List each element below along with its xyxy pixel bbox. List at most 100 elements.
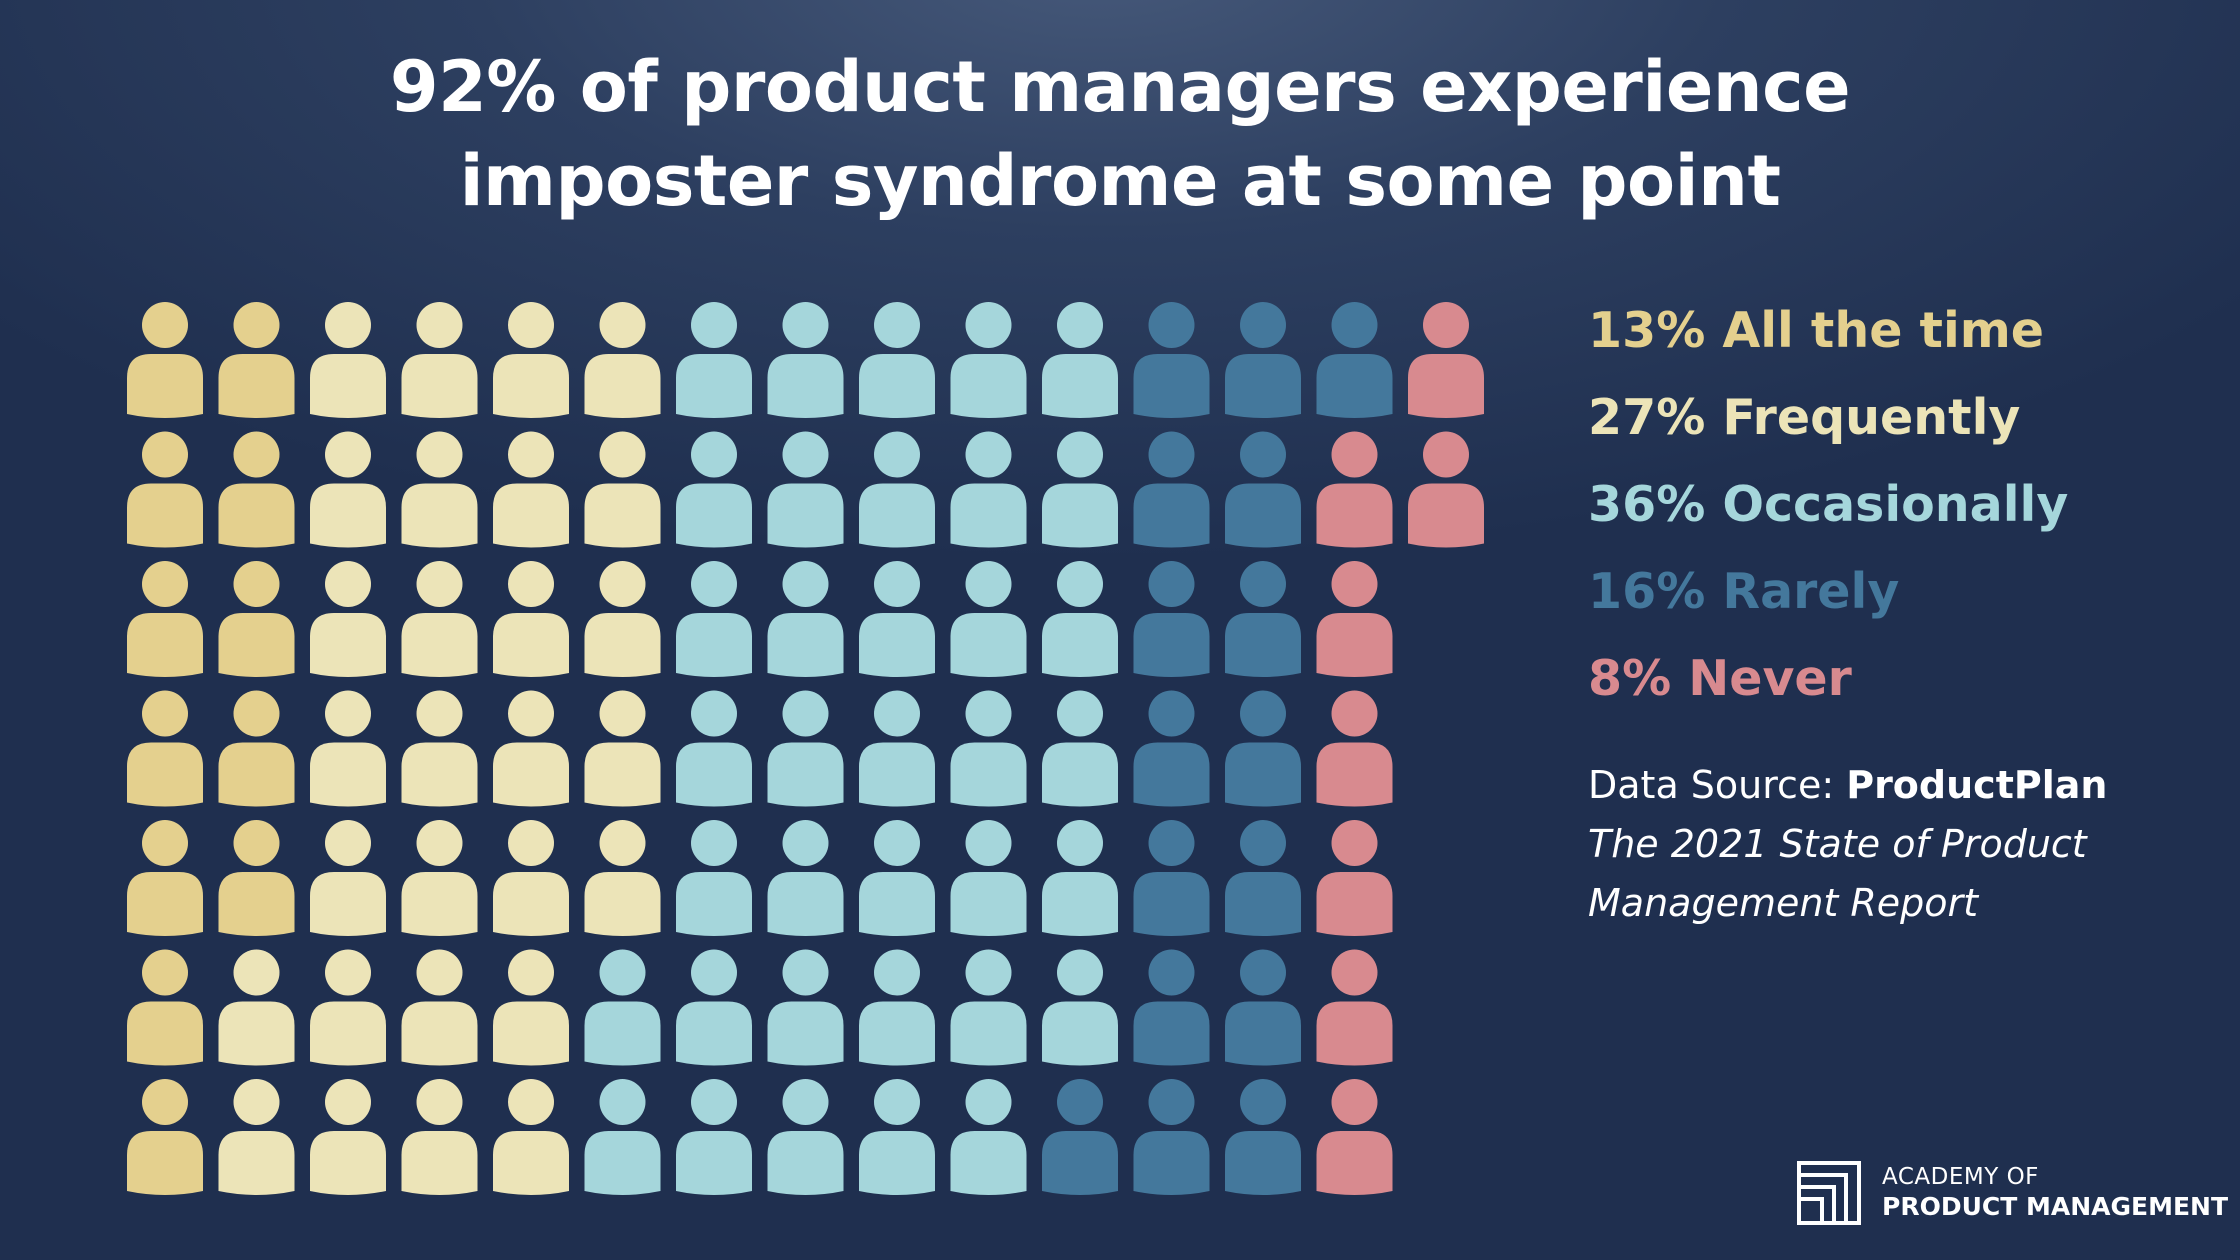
person-icon	[218, 1079, 295, 1195]
person-icon	[218, 949, 295, 1066]
person-icon	[1042, 690, 1118, 807]
person-icon	[218, 820, 295, 936]
person-icon	[127, 561, 203, 677]
legend-item-occasionally: 36% Occasionally	[1588, 476, 2069, 533]
source-label: Data Source:	[1588, 763, 1847, 807]
legend-item-frequently: 27% Frequently	[1588, 389, 2021, 446]
person-icon	[676, 820, 752, 936]
person-icon	[950, 561, 1027, 677]
person-icon	[1042, 1079, 1118, 1195]
person-icon	[859, 949, 935, 1066]
person-icon	[401, 302, 478, 418]
academy-logo-icon	[1797, 1161, 1861, 1225]
person-icon	[127, 431, 203, 548]
person-icon	[1225, 431, 1301, 548]
person-icon	[493, 302, 569, 418]
person-icon	[1225, 561, 1301, 677]
person-icon	[218, 431, 295, 548]
person-icon	[1316, 949, 1393, 1066]
person-icon	[401, 561, 478, 677]
person-icon	[950, 949, 1027, 1066]
person-icon	[950, 1079, 1027, 1195]
person-icon	[1225, 302, 1301, 418]
person-icon	[401, 820, 478, 936]
person-icon	[310, 561, 386, 677]
person-icon	[767, 820, 844, 936]
person-icon	[767, 949, 844, 1066]
person-icon	[1133, 1079, 1210, 1195]
person-icon	[493, 1079, 569, 1195]
person-icon	[1316, 302, 1393, 418]
person-icon	[493, 561, 569, 677]
person-icon	[493, 820, 569, 936]
person-icon	[493, 690, 569, 807]
title-line-1: 92% of product managers experience	[389, 46, 1851, 128]
person-icon	[493, 431, 569, 548]
person-icon	[584, 1079, 661, 1195]
person-icon	[127, 690, 203, 807]
legend-item-rarely: 16% Rarely	[1588, 563, 1900, 620]
person-icon	[1042, 302, 1118, 418]
person-icon	[1042, 820, 1118, 936]
person-icon	[676, 431, 752, 548]
person-icon	[767, 302, 844, 418]
person-icon	[676, 561, 752, 677]
person-icon	[401, 690, 478, 807]
person-icon	[1042, 561, 1118, 677]
person-icon	[127, 1079, 203, 1195]
legend: 13% All the time 27% Frequently 36% Occa…	[1588, 296, 2068, 731]
person-icon	[1225, 690, 1301, 807]
person-icon	[676, 949, 752, 1066]
person-icon	[859, 561, 935, 677]
person-icon	[310, 949, 386, 1066]
person-icon	[1316, 820, 1393, 936]
person-icon	[218, 302, 295, 418]
person-icon	[767, 690, 844, 807]
title-line-2: imposter syndrome at some point	[459, 140, 1781, 222]
person-icon	[310, 820, 386, 936]
person-icon	[1133, 561, 1210, 677]
person-icon	[401, 949, 478, 1066]
legend-item-all-the-time: 13% All the time	[1588, 302, 2045, 359]
person-icon	[1408, 302, 1484, 418]
person-icon	[310, 302, 386, 418]
person-icon	[767, 1079, 844, 1195]
brand-line-1: ACADEMY OF	[1882, 1164, 2039, 1190]
person-icon	[950, 302, 1027, 418]
person-icon	[401, 431, 478, 548]
person-icon	[1225, 1079, 1301, 1195]
report-title-line-1: The 2021 State of Product	[1588, 822, 2087, 866]
person-icon	[310, 431, 386, 548]
person-icon	[676, 1079, 752, 1195]
person-icon	[218, 561, 295, 677]
person-icon	[1042, 949, 1118, 1066]
person-icon	[127, 820, 203, 936]
person-icon	[493, 949, 569, 1066]
person-icon	[1225, 949, 1301, 1066]
person-icon	[1042, 431, 1118, 548]
person-icon	[859, 431, 935, 548]
person-icon	[1133, 431, 1210, 548]
brand: ACADEMY OF PRODUCT MANAGEMENT	[1796, 1160, 2228, 1226]
report-title-line-2: Management Report	[1588, 881, 1979, 925]
person-icon	[584, 949, 661, 1066]
person-icon	[859, 690, 935, 807]
person-icon	[950, 820, 1027, 936]
person-icon	[859, 302, 935, 418]
person-icon	[1133, 820, 1210, 936]
person-icon	[1133, 302, 1210, 418]
person-icon	[310, 690, 386, 807]
person-icon	[950, 690, 1027, 807]
person-icon	[584, 431, 661, 548]
person-icon	[1133, 949, 1210, 1066]
person-icon	[1408, 431, 1484, 548]
person-icon	[676, 690, 752, 807]
person-icon	[127, 302, 203, 418]
chart-title: 92% of product managers experience impos…	[0, 40, 2240, 228]
person-icon	[1316, 561, 1393, 677]
person-icon	[584, 561, 661, 677]
brand-line-2: PRODUCT MANAGEMENT	[1882, 1192, 2229, 1221]
source-name: ProductPlan	[1846, 763, 2108, 807]
data-source: Data Source: ProductPlan The 2021 State …	[1588, 756, 2107, 933]
